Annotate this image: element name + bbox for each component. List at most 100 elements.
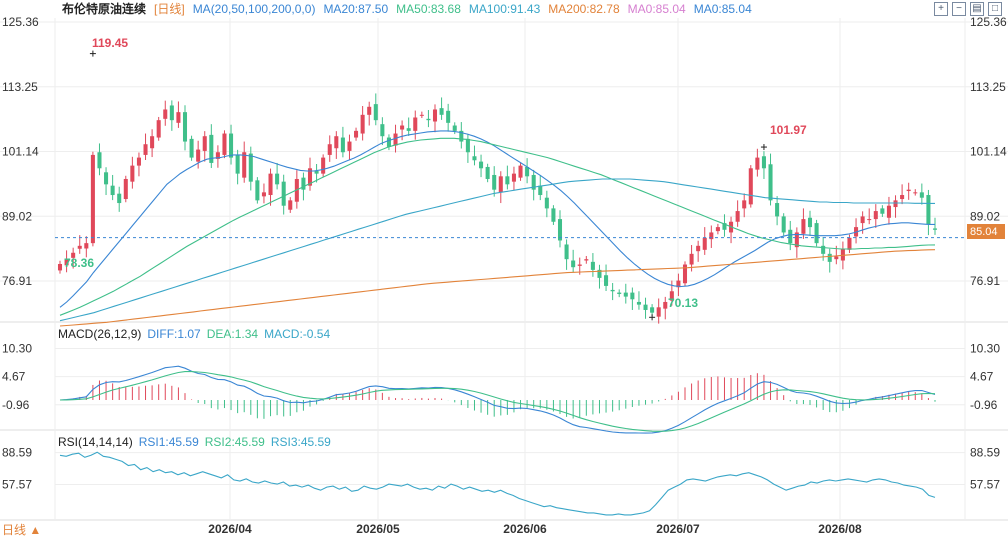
ma50-value: MA50:83.68 xyxy=(396,2,461,16)
candle-body xyxy=(110,185,115,196)
candle-body xyxy=(77,245,82,249)
candle-body xyxy=(235,154,240,174)
candle-body xyxy=(432,109,438,122)
x-tick-label: 2026/05 xyxy=(356,522,400,536)
candle-body xyxy=(860,216,865,224)
rsi-label[interactable]: RSI(14,14,14) xyxy=(58,435,133,449)
macd-dea-line xyxy=(59,371,936,432)
candle-body xyxy=(97,152,102,169)
candle-body xyxy=(498,176,503,193)
y-tick-label: 125.36 xyxy=(970,15,1007,29)
macd-y-ticks-left: 10.30 4.67 -0.96 xyxy=(2,342,32,412)
candle-body xyxy=(301,177,306,190)
x-tick-label: 2026/07 xyxy=(656,522,700,536)
candle-body xyxy=(748,168,753,205)
current-price-badge xyxy=(967,224,1005,239)
ma-settings-label[interactable]: MA(20,50,100,200,0,0) xyxy=(192,2,316,16)
candle-body xyxy=(604,275,609,286)
y-tick-label: 125.36 xyxy=(2,15,39,29)
candle-body xyxy=(932,228,938,230)
settings-icon[interactable]: ▤ xyxy=(970,2,984,16)
candle-body xyxy=(130,165,135,182)
macd-y-tick-label: -0.96 xyxy=(970,398,998,412)
candle-body xyxy=(248,153,253,182)
candle-body xyxy=(900,195,905,200)
symbol-title: 布伦特原油连续 xyxy=(62,2,147,16)
candle-body xyxy=(229,133,234,158)
candle-body xyxy=(288,200,293,210)
rsi-line xyxy=(59,451,936,516)
period-label[interactable]: [日线] xyxy=(154,2,185,16)
x-tick-label: 2026/08 xyxy=(818,522,862,536)
y-tick-label: 76.91 xyxy=(970,274,1000,288)
candle-body xyxy=(413,117,418,131)
candle-body xyxy=(281,181,286,206)
candle-body xyxy=(926,195,931,225)
candle-body xyxy=(709,232,714,240)
candle-body xyxy=(275,173,280,185)
local-high-annotation: 101.97 xyxy=(770,123,807,137)
candle-body xyxy=(57,263,63,271)
candle-body xyxy=(564,244,569,260)
candle-body xyxy=(156,120,161,138)
y-tick-label: 101.14 xyxy=(2,145,39,159)
candle-body xyxy=(189,138,194,158)
candle-body xyxy=(406,128,411,131)
macd-histogram xyxy=(66,373,936,419)
candle-body xyxy=(242,152,247,178)
candle-body xyxy=(182,112,188,142)
zoom-in-icon[interactable]: + xyxy=(934,2,948,16)
x-tick-label: 2026/06 xyxy=(503,522,547,536)
candle-body xyxy=(577,264,582,266)
candle-body xyxy=(459,130,464,142)
candle-body xyxy=(834,256,839,260)
rsi-y-tick-label: 88.59 xyxy=(2,446,32,460)
macd-y-tick-label: 10.30 xyxy=(2,342,32,356)
candle-body xyxy=(794,232,799,248)
candle-body xyxy=(261,192,266,197)
candle-body xyxy=(584,259,589,261)
candle-body xyxy=(64,259,69,266)
candle-body xyxy=(801,219,806,234)
candle-body xyxy=(439,108,444,115)
zoom-out-icon[interactable]: − xyxy=(952,2,966,16)
candle-body xyxy=(400,125,405,130)
macd-panel: 10.30 4.67 -0.96 10.30 4.67 -0.96 xyxy=(2,342,1000,434)
rsi-y-tick-label: 57.57 xyxy=(2,477,32,491)
candle-body xyxy=(544,197,549,209)
candle-body xyxy=(597,269,602,278)
price-y-ticks-left: 125.36 113.25 101.14 89.02 76.91 xyxy=(2,15,39,288)
candle-body xyxy=(788,229,793,244)
y-tick-label: 89.02 xyxy=(970,209,1000,223)
candle-body xyxy=(222,133,227,155)
ma0-value-2: MA0:85.04 xyxy=(693,2,752,16)
candle-body xyxy=(354,130,359,138)
candle-body xyxy=(761,156,766,169)
candle-body xyxy=(551,208,556,222)
candle-body xyxy=(380,124,385,137)
candle-body xyxy=(682,264,688,284)
macd-y-ticks-right: 10.30 4.67 -0.96 xyxy=(970,342,1000,412)
macd-diff-value: DIFF:1.07 xyxy=(147,327,201,341)
candle-body xyxy=(643,304,648,310)
candle-body xyxy=(307,168,313,186)
candle-body xyxy=(71,252,76,258)
rsi-header: RSI(14,14,14) RSI1:45.59 RSI2:45.59 RSI3:45… xyxy=(58,434,337,450)
candle-body xyxy=(426,118,431,121)
candle-body xyxy=(373,104,378,121)
rsi-y-ticks-right: 88.59 57.57 xyxy=(970,446,1000,492)
macd-label[interactable]: MACD(26,12,9) xyxy=(58,327,142,341)
fullscreen-icon[interactable]: □ xyxy=(988,2,1002,16)
candle-body xyxy=(814,223,819,244)
candle-body xyxy=(492,174,497,190)
ma200-value: MA200:82.78 xyxy=(548,2,620,16)
candle-body xyxy=(906,189,911,192)
candle-body xyxy=(360,114,365,134)
period-switch-button[interactable]: 日线 ▲ xyxy=(2,523,42,537)
candle-body xyxy=(650,307,655,313)
candle-body xyxy=(150,136,155,149)
rsi-panel: 88.59 57.57 88.59 57.57 xyxy=(2,446,1000,516)
candle-body xyxy=(630,292,635,300)
candle-body xyxy=(84,243,89,249)
candle-body xyxy=(669,291,674,301)
